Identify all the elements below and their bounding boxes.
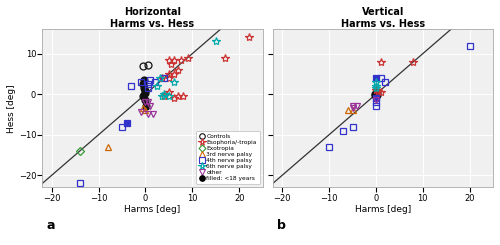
Y-axis label: Hess [deg]: Hess [deg] bbox=[7, 84, 16, 133]
Legend: Controls, Esophoria/-tropia, Exotropia, 3rd nerve palsy, 4th nerve palsy, 6th ne: Controls, Esophoria/-tropia, Exotropia, … bbox=[196, 131, 260, 184]
Title: Vertical
Harms vs. Hess: Vertical Harms vs. Hess bbox=[341, 7, 425, 29]
Text: a: a bbox=[47, 219, 56, 232]
X-axis label: Harms [deg]: Harms [deg] bbox=[355, 205, 411, 214]
Text: b: b bbox=[278, 219, 286, 232]
X-axis label: Harms [deg]: Harms [deg] bbox=[124, 205, 180, 214]
Title: Horizontal
Harms vs. Hess: Horizontal Harms vs. Hess bbox=[110, 7, 194, 29]
